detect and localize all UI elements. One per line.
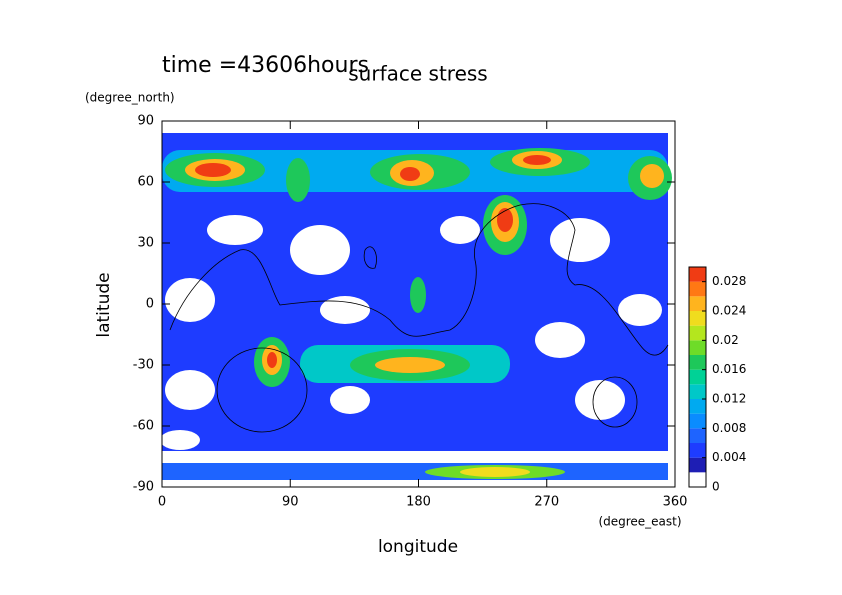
coastline [592,376,638,428]
field-shape [618,294,662,326]
colorbar-swatch [689,267,706,282]
field-shape [320,296,370,324]
colorbar-swatch [689,443,706,458]
colorbar-swatch [689,472,706,487]
field-shape [165,278,215,322]
colorbar-tick-label: 0.016 [712,362,746,376]
field-shape [460,467,530,477]
y-tick-label: 0 [146,297,154,312]
colorbar-swatch [689,413,706,429]
y-tick-label: 30 [137,236,154,251]
field-shape [535,322,585,358]
y-tick-label: 90 [137,114,154,129]
field-shape [550,218,610,262]
field [160,133,672,480]
colorbar-swatch [689,384,706,399]
coastline [363,246,377,269]
colorbar-tick-label: 0.024 [712,304,746,318]
y-unit: (degree_north) [85,91,175,105]
field-shape [575,380,625,420]
colorbar-tick-label: 0.028 [712,274,746,288]
colorbar-frame [688,266,707,488]
field-shape [207,215,263,245]
y-tick-label: -60 [133,419,154,434]
colorbar-swatch [689,311,706,326]
subtitle: time =43606hours [162,53,369,78]
x-tick-label: 90 [282,495,299,510]
x-tick-label: 0 [158,495,166,510]
y-tick-label: -30 [133,358,154,373]
coastline [216,347,308,433]
field-shape [195,163,231,177]
x-tick-label: 180 [406,495,431,510]
x-tick-label: 270 [534,495,559,510]
y-tick-label: 60 [137,175,154,190]
field-shape [400,167,420,181]
coastline [169,203,669,356]
x-axis-label: longitude [378,537,458,557]
colorbar-swatch [689,325,706,341]
field-shape [165,370,215,410]
field-shape [267,352,277,368]
colorbar-tick-label: 0 [712,480,720,494]
colorbar-swatch [689,340,706,355]
field-shape [160,430,200,450]
colorbar-tick-label: 0.004 [712,450,746,464]
colorbar-swatch [689,457,706,473]
field-shape [523,155,551,165]
field-shape [497,208,513,232]
field-shape [286,158,310,202]
field-shape [330,386,370,414]
field-shape [375,357,445,373]
colorbar-swatch [689,355,706,370]
y-tick-label: -90 [133,480,154,495]
colorbar-tick-label: 0.008 [712,421,746,435]
x-unit: (degree_east) [598,515,681,529]
x-tick-label: 360 [663,495,688,510]
field-shape [410,277,426,313]
chart-title: surface stress [348,62,487,86]
field-shape [162,451,668,463]
colorbar-swatch [689,296,706,311]
colorbar-tick-label: 0.02 [712,333,739,347]
colorbar-swatch [689,428,706,443]
field-shape [440,216,480,244]
colorbar-tick-label: 0.012 [712,392,746,406]
field-shape [290,225,350,275]
field-shape [162,463,668,480]
colorbar-swatch [689,281,706,297]
y-axis-label: latitude [94,272,114,337]
colorbar-swatch [689,369,706,385]
colorbar-swatch [689,399,706,414]
field-shape [640,164,664,188]
